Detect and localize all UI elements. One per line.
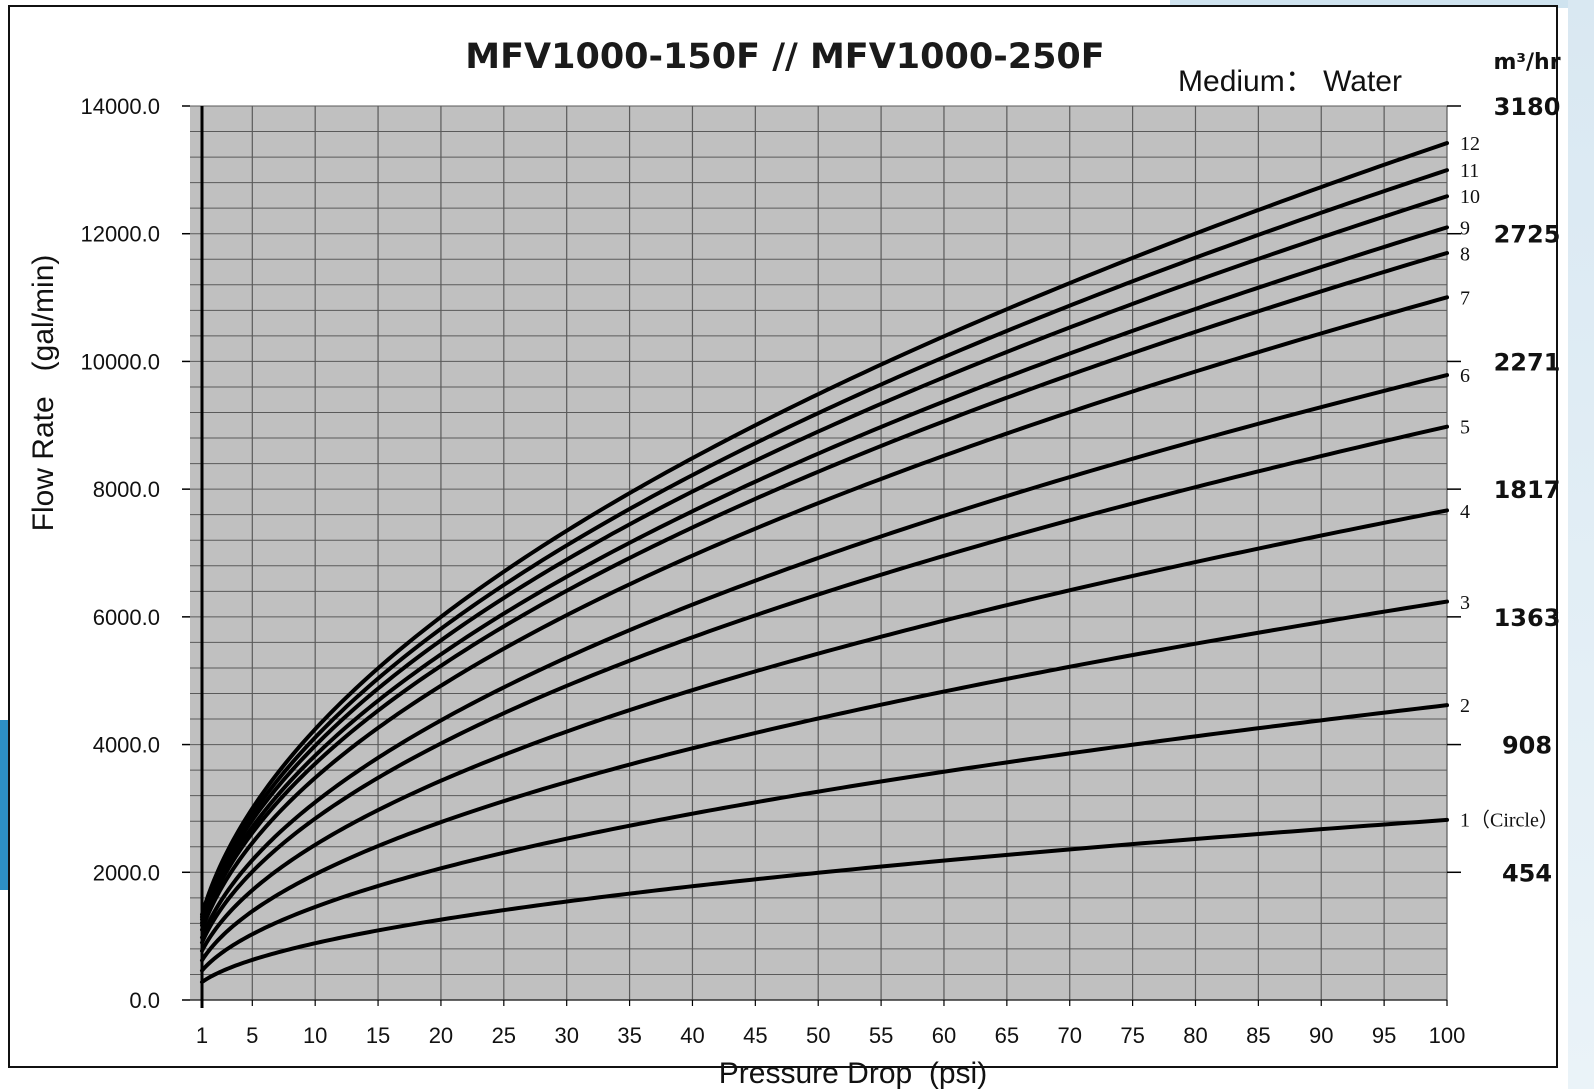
x-tick-label: 70: [1057, 1023, 1081, 1048]
x-tick-label: 25: [492, 1023, 516, 1048]
x-tick-label: 80: [1183, 1023, 1207, 1048]
y-tick-label: 14000.0: [80, 94, 160, 119]
x-tick-label: 75: [1120, 1023, 1144, 1048]
y-tick-label: 2000.0: [93, 860, 160, 885]
x-tick-label: 15: [366, 1023, 390, 1048]
x-tick-label: 50: [806, 1023, 830, 1048]
series-label: 3: [1460, 592, 1470, 614]
y-tick-label: 4000.0: [93, 733, 160, 758]
secondary-tick-label: 3180: [1494, 93, 1561, 121]
series-label: 6: [1460, 365, 1470, 387]
secondary-tick-label: 1363: [1494, 604, 1561, 632]
series-label: 7: [1460, 288, 1470, 310]
y-tick-label: 12000.0: [80, 222, 160, 247]
background-accent-top: [1170, 0, 1594, 8]
y-axis-label: Flow Rate (gal/min): [27, 255, 60, 532]
x-tick-label: 95: [1372, 1023, 1396, 1048]
series-label: 4: [1460, 501, 1470, 523]
x-tick-label: 55: [869, 1023, 893, 1048]
series-line: [200, 703, 1449, 973]
y-tick-label: 8000.0: [93, 477, 160, 502]
series-label: 12: [1460, 133, 1480, 155]
y-axis-ticks: 0.0 2000.0 4000.0 6000.0 8000.0 10000.0 12000.…: [80, 94, 190, 1013]
secondary-tick-label: 2725: [1494, 221, 1561, 249]
secondary-y-axis-ticks: 454 908 1363 1817 2271 2725 3180: [1447, 93, 1560, 887]
series-line: [200, 424, 1449, 945]
series-line: [200, 508, 1449, 953]
series-line: [200, 168, 1449, 919]
y-tick-label: 0.0: [129, 988, 160, 1013]
series-line: [200, 599, 1449, 963]
x-tick-label: 45: [743, 1023, 767, 1048]
x-tick-label: 85: [1246, 1023, 1270, 1048]
series-label: 8: [1460, 243, 1470, 265]
curves: [200, 141, 1449, 985]
x-tick-label: 20: [429, 1023, 453, 1048]
chart-title: MFV1000-150F // MFV1000-250F: [465, 37, 1104, 77]
series-line: [200, 373, 1449, 940]
secondary-tick-label: 2271: [1494, 348, 1561, 376]
y-tick-label: 6000.0: [93, 605, 160, 630]
secondary-tick-label: 1817: [1494, 476, 1561, 504]
x-tick-label: 10: [303, 1023, 327, 1048]
x-axis-ticks: 1 5 10 15 20 25 30 35 40 45 50 55 60 65 70 75 80 85 90 95 10…: [196, 1000, 1465, 1048]
series-line: [200, 194, 1449, 922]
series-label: 2: [1460, 695, 1470, 717]
series-line: [200, 295, 1449, 932]
x-tick-label: 40: [680, 1023, 704, 1048]
series-line: [200, 817, 1449, 985]
x-tick-label: 30: [554, 1023, 578, 1048]
series-label: 11: [1460, 160, 1479, 182]
x-tick-label: 100: [1429, 1023, 1466, 1048]
x-tick-label: 5: [246, 1023, 258, 1048]
secondary-y-unit: m³/hr: [1493, 50, 1560, 75]
series-label: 9: [1460, 217, 1470, 239]
medium-label: Medium： Water: [1178, 65, 1402, 98]
series-label: 5: [1460, 417, 1470, 439]
x-tick-label: 90: [1309, 1023, 1333, 1048]
x-axis-label: Pressure Drop (psi): [719, 1057, 987, 1089]
y-tick-label: 10000.0: [80, 349, 160, 374]
series-line: [200, 225, 1449, 925]
secondary-tick-label: 454: [1502, 859, 1552, 887]
series-label: 1（Circle）: [1460, 808, 1559, 831]
background-accent-right: [1568, 0, 1594, 1089]
x-tick-label: 65: [995, 1023, 1019, 1048]
background-accent-left: [0, 720, 10, 890]
x-tick-label: 1: [196, 1023, 208, 1048]
series-line: [200, 250, 1449, 928]
x-tick-label: 60: [932, 1023, 956, 1048]
grid-major: [190, 106, 1448, 1001]
series-label: 10: [1460, 186, 1480, 208]
secondary-tick-label: 908: [1502, 732, 1552, 760]
curve-labels: 1（Circle） 2 3 4 5 6 7 8 9 10 11 12: [1460, 133, 1559, 831]
x-tick-label: 35: [617, 1023, 641, 1048]
series-line: [200, 141, 1449, 917]
